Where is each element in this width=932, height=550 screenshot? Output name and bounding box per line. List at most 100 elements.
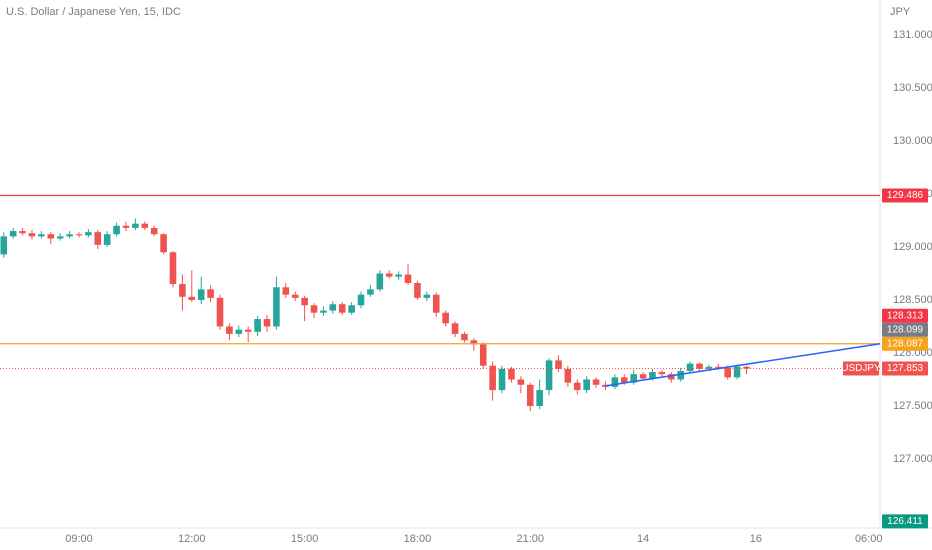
y-tick-label: 128.500 (893, 294, 932, 306)
candle-body (715, 366, 722, 368)
candle-body (320, 310, 327, 313)
candle-body (423, 294, 431, 298)
candle-body (75, 234, 83, 236)
candle-body (667, 374, 675, 380)
price-box-label: 127.853 (887, 363, 924, 374)
price-box-label: 128.099 (887, 324, 924, 335)
candle-body (545, 360, 553, 391)
price-box (882, 514, 928, 529)
candle-body (508, 368, 515, 380)
y-tick-label: 127.500 (893, 400, 932, 412)
candle-body (367, 289, 374, 295)
candle-body (338, 304, 346, 313)
candle-body (188, 296, 196, 300)
price-box-label: 126.411 (887, 516, 923, 527)
currency-label: JPY (890, 6, 911, 18)
x-tick-label: 16 (750, 533, 762, 545)
candle-body (56, 236, 64, 239)
candle-body (489, 365, 496, 391)
y-tick-label: 130.000 (893, 135, 932, 147)
candle-body (583, 379, 590, 391)
candle-body (329, 304, 337, 311)
candle-body (696, 363, 703, 369)
trendline (605, 343, 881, 387)
candle-body (611, 377, 619, 387)
x-tick-label: 14 (637, 533, 649, 545)
symbol-label: USDJPY (841, 363, 881, 374)
x-tick-label: 06:00 (855, 533, 883, 545)
candle-body (658, 372, 666, 375)
candle-body (179, 284, 186, 297)
candle-body (122, 225, 130, 228)
candle-body (197, 289, 205, 300)
candle-body (395, 274, 402, 277)
candle-body (141, 223, 149, 228)
candle-body (0, 236, 8, 255)
x-tick-label: 15:00 (291, 533, 319, 545)
candle-body (207, 289, 214, 298)
candle-body (404, 274, 412, 284)
candle-body (94, 232, 102, 245)
price-box (882, 361, 928, 376)
candle-body (686, 363, 694, 371)
candle-body (526, 384, 534, 406)
candle-body (357, 294, 365, 306)
candle-body (705, 366, 713, 369)
y-tick-label: 129.000 (893, 241, 932, 253)
price-box-label: 128.313 (887, 310, 924, 321)
x-tick-label: 21:00 (516, 533, 544, 545)
candle-body (310, 305, 318, 313)
y-tick-label: 127.000 (893, 453, 932, 465)
y-tick-label: 130.500 (893, 82, 932, 94)
candle-body (432, 294, 440, 313)
candle-body (498, 368, 506, 391)
candle-body (244, 329, 252, 332)
candle-body (301, 297, 308, 306)
candle-body (620, 377, 628, 383)
candle-body (9, 231, 17, 237)
price-box (882, 188, 928, 203)
candle-body (470, 340, 478, 345)
candle-body (385, 273, 393, 277)
candle-body (677, 371, 684, 380)
candle-body (536, 390, 543, 406)
price-box (882, 308, 928, 323)
candle-body (649, 372, 656, 379)
price-box (882, 322, 928, 337)
candle-body (555, 360, 562, 369)
candle-body (724, 367, 731, 378)
candle-body (639, 374, 647, 379)
candle-body (414, 283, 421, 298)
candle-body (47, 234, 55, 239)
candle-body (216, 297, 224, 327)
candle-body (28, 233, 36, 237)
candle-body (461, 333, 468, 341)
candle-body (733, 366, 741, 378)
candle-body (38, 234, 45, 237)
candle-body (113, 225, 120, 235)
symbol-box (843, 361, 879, 376)
chart-title: U.S. Dollar / Japanese Yen, 15, IDC (6, 6, 181, 18)
candle-body (66, 234, 73, 237)
candle-body (103, 234, 111, 245)
candle-body (169, 252, 177, 285)
candle-body (592, 379, 600, 385)
candle-body (85, 232, 92, 236)
candle-body (19, 231, 26, 234)
candle-body (564, 368, 572, 383)
x-tick-label: 09:00 (65, 533, 93, 545)
candle-body (743, 366, 750, 369)
candle-body (235, 329, 243, 334)
price-box-label: 129.486 (887, 190, 924, 201)
candle-body (263, 319, 271, 327)
candle-body (376, 273, 384, 290)
candle-body (573, 382, 581, 391)
candle-body (226, 326, 233, 334)
candle-body (132, 223, 139, 228)
price-box (882, 336, 928, 351)
candle-body (451, 323, 459, 334)
candle-body (282, 287, 290, 295)
candle-body (150, 227, 158, 235)
